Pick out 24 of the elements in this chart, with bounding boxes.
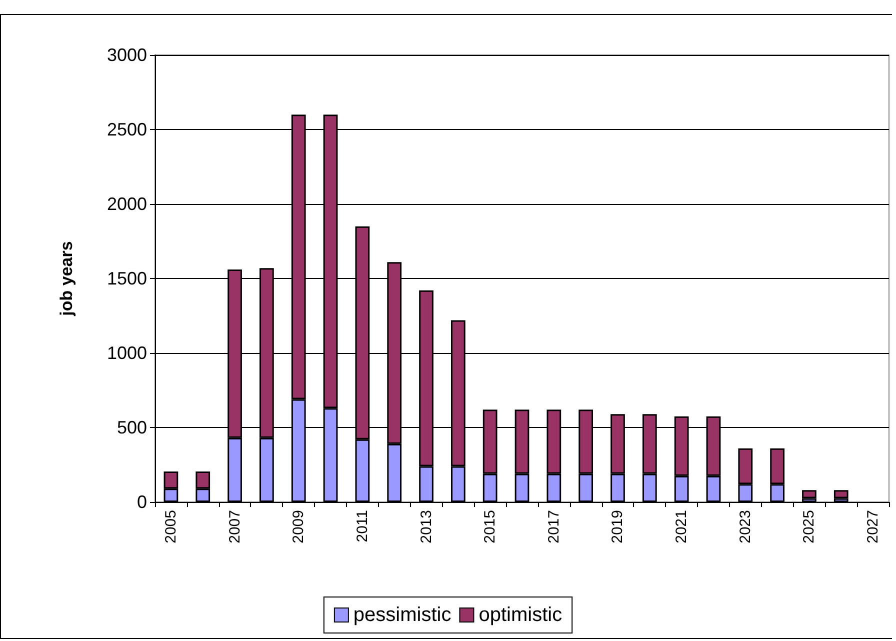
y-tick-label: 0: [136, 492, 147, 512]
x-tick-label: 2009: [290, 510, 308, 544]
x-tick-label: 2013: [418, 510, 435, 544]
y-axis-title: job years: [57, 241, 76, 317]
x-tick-label: 2007: [226, 510, 244, 544]
x-tick-label: 2005: [162, 510, 180, 544]
legend-label: optimistic: [478, 604, 562, 626]
y-tick-label: 1000: [106, 343, 147, 363]
x-tick-label: 2017: [545, 510, 562, 544]
y-tick-label: 2000: [106, 194, 147, 214]
y-tick-label: 1500: [106, 268, 147, 288]
y-tick-label: 500: [116, 418, 147, 438]
y-tick-label: 2500: [106, 120, 147, 140]
y-tick-label: 3000: [106, 45, 147, 65]
x-tick-label: 2025: [800, 510, 818, 544]
x-tick-label: 2027: [864, 510, 882, 544]
x-tick-label: 2019: [609, 510, 626, 544]
x-tick-label: 2015: [482, 510, 499, 544]
x-tick-label: 2021: [673, 510, 690, 544]
bar: [802, 490, 816, 498]
legend-label: pessimistic: [353, 604, 452, 626]
x-tick-label: 2011: [354, 510, 371, 542]
x-tick-label: 2023: [736, 510, 754, 544]
bar: [834, 490, 848, 498]
